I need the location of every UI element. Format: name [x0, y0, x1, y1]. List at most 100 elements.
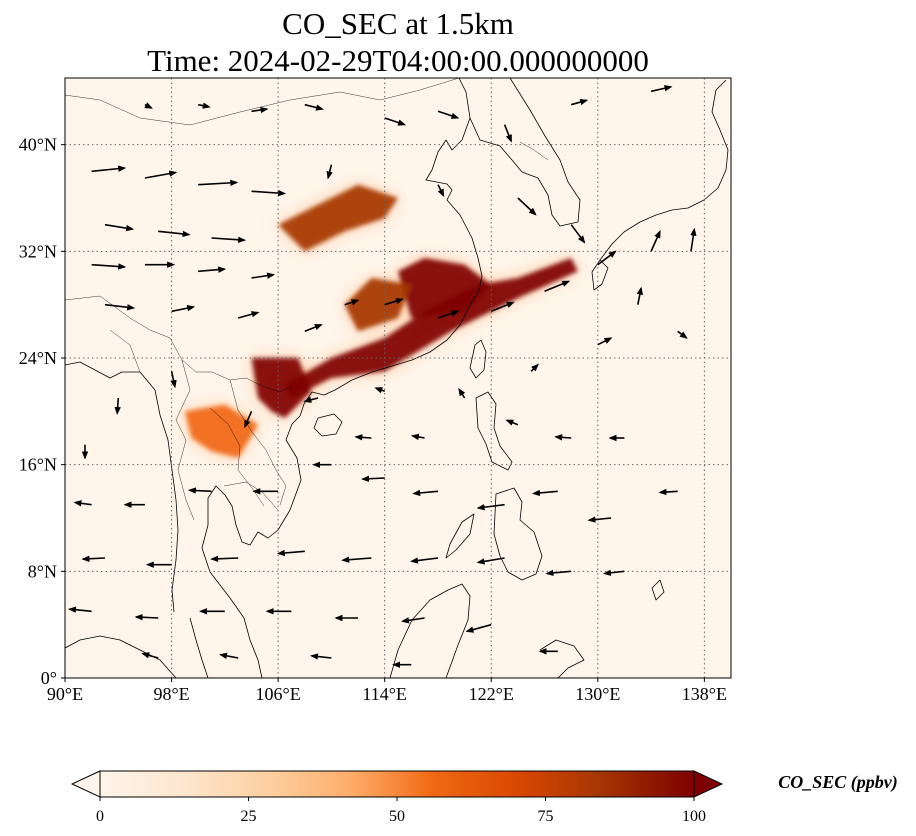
wind-arrow: [198, 102, 211, 109]
map-title-line1: CO_SEC at 1.5km: [282, 6, 514, 41]
wind-arrow: [73, 500, 92, 507]
wind-arrow: [68, 606, 92, 613]
coastline-borneo: [389, 583, 471, 678]
wind-arrow: [437, 110, 460, 119]
wind-arrow: [384, 117, 407, 126]
lon-tick-labels: 90°E 98°E 106°E 114°E 122°E 130°E 138°E: [47, 678, 727, 704]
wind-arrow: [401, 617, 425, 624]
wind-arrow: [211, 236, 247, 243]
wind-arrow: [104, 223, 135, 232]
wind-arrow: [532, 489, 558, 497]
lat-tick-label: 24°N: [19, 348, 57, 368]
wind-arrow: [304, 103, 324, 111]
lat-tick-label: 40°N: [19, 135, 57, 155]
wind-arrow: [219, 652, 239, 660]
wind-arrow: [134, 614, 159, 621]
border-myanmar-thai: [175, 359, 195, 521]
wind-arrow: [530, 363, 539, 372]
wind-arrow: [690, 227, 697, 252]
wind-arrow: [597, 337, 613, 346]
wind-arrow: [170, 371, 177, 389]
wind-arrow: [636, 286, 643, 305]
wind-arrow: [437, 310, 460, 319]
wind-arrow: [244, 410, 253, 429]
colorbar-extend-high: [693, 770, 724, 798]
coastline-taiwan: [469, 339, 487, 379]
coastline-sumatra: [65, 635, 177, 678]
wind-arrow: [650, 85, 673, 93]
wind-arrow: [603, 569, 625, 576]
wind-arrow: [597, 250, 617, 266]
wind-arrow: [104, 303, 136, 311]
colorbar-tick-label: 25: [241, 808, 257, 825]
colorbar-tick-label: 75: [538, 808, 554, 825]
map-frame: [64, 77, 732, 679]
wind-arrow: [91, 165, 127, 173]
lon-tick-label: 98°E: [153, 684, 189, 704]
wind-arrow: [144, 170, 178, 179]
wind-arrow: [341, 556, 372, 563]
wind-vectors: [68, 85, 697, 668]
wind-arrow: [505, 419, 519, 426]
wind-arrow: [81, 555, 106, 562]
wind-arrow: [544, 280, 571, 293]
coastline-myanmar-india: [65, 361, 179, 613]
coastline-halmahera: [651, 579, 665, 601]
plume-yunnan-guangxi: [251, 358, 312, 418]
wind-arrow: [171, 305, 196, 313]
lat-tick-label: 32°N: [19, 241, 57, 261]
wind-arrow: [570, 224, 586, 244]
colorbar: 0 25 50 75 100 CO_SEC (ppbv): [70, 770, 898, 825]
wind-arrow: [114, 397, 121, 415]
wind-arrow: [354, 434, 372, 441]
plume-layer: [184, 184, 578, 458]
wind-arrow: [437, 184, 445, 198]
colorbar-ticks: 0 25 50 75 100: [96, 797, 706, 825]
lon-tick-label: 106°E: [256, 684, 301, 704]
map-title-line2: Time: 2024-02-29T04:00:00.000000000: [147, 43, 649, 78]
border-laos-vietnam: [229, 379, 287, 506]
wind-arrow: [304, 323, 323, 333]
wind-arrow: [517, 197, 537, 216]
wind-arrow: [650, 230, 661, 252]
lon-tick-label: 114°E: [362, 684, 407, 704]
wind-arrow: [344, 299, 360, 306]
lon-tick-label: 122°E: [469, 684, 514, 704]
wind-arrow: [658, 488, 678, 496]
wind-arrow: [303, 396, 319, 403]
lon-tick-label: 90°E: [47, 684, 83, 704]
coastline-hainan: [313, 413, 343, 437]
wind-arrow: [458, 387, 466, 399]
wind-arrow: [570, 98, 589, 106]
wind-arrow: [384, 298, 404, 306]
lon-tick-label: 138°E: [682, 684, 727, 704]
border-india-myanmar: [109, 329, 141, 373]
wind-arrow: [326, 164, 333, 180]
colorbar-extend-low: [70, 770, 101, 798]
wind-arrow: [587, 516, 612, 523]
coastline-malay: [189, 617, 209, 678]
wind-arrow: [141, 652, 159, 659]
wind-arrow: [465, 623, 492, 633]
plume-indochina-north: [184, 404, 259, 458]
colorbar-gradient: [99, 770, 695, 798]
coastline-philippines-south: [493, 487, 543, 581]
plume-southchina-band: [284, 258, 578, 398]
lat-tick-label: 8°N: [28, 561, 57, 581]
wind-arrow: [490, 301, 515, 313]
wind-arrow: [210, 555, 239, 563]
border-china-southwest: [65, 295, 293, 393]
plume-north-china: [278, 184, 398, 252]
coastline-korea: [469, 78, 581, 227]
colorbar-tick-label: 50: [389, 808, 405, 825]
wind-arrow: [187, 487, 212, 494]
wind-arrow: [554, 434, 572, 441]
wind-arrow: [476, 557, 505, 565]
plume-yangtze-core: [398, 258, 492, 318]
wind-arrow: [251, 189, 287, 197]
colorbar-tick-label: 0: [96, 808, 104, 825]
wind-arrow: [677, 330, 688, 339]
colorbar-tick-label: 100: [682, 808, 706, 825]
wind-arrow: [412, 489, 439, 497]
